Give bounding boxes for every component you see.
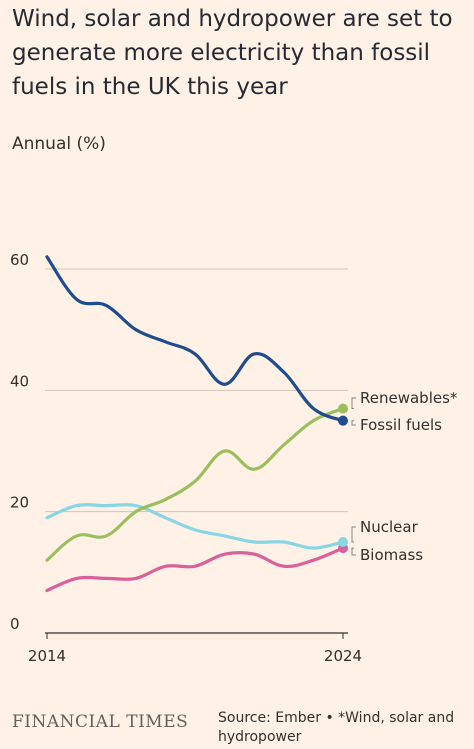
renewables-end-point: [338, 403, 348, 414]
y-tick-label: 20: [10, 494, 29, 512]
ft-logo-text: FINANCIAL TIMES: [12, 712, 189, 732]
source-note: Source: Ember • *Wind, solar and hydropo…: [218, 710, 455, 745]
biomass-series-label: Biomass: [360, 546, 423, 564]
chart-title: Wind, solar and hydropower are set to ge…: [12, 6, 453, 100]
biomass-line: [45, 546, 345, 593]
renewables-label-connector: [351, 397, 356, 409]
nuclear-end-point: [338, 537, 348, 547]
fossil-fuels-series-label: Fossil fuels: [360, 416, 442, 434]
x-tick-label: 2014: [28, 647, 66, 665]
y-axis-unit-label: Annual (%): [12, 134, 106, 154]
nuclear-label-connector: [351, 526, 356, 543]
fossil-fuels-line: [45, 255, 345, 423]
renewables-line: [45, 406, 345, 562]
x-tick-label: 2024: [324, 647, 362, 665]
y-tick-label: 60: [10, 251, 29, 269]
fossil-fuels-label-connector: [351, 420, 356, 426]
nuclear-line: [45, 503, 345, 550]
y-tick-label: 0: [10, 615, 20, 633]
biomass-label-connector: [351, 547, 356, 556]
y-tick-label: 40: [10, 372, 29, 390]
fossil-fuels-end-point: [338, 415, 348, 426]
nuclear-series-label: Nuclear: [360, 518, 419, 536]
renewables-series-label: Renewables*: [360, 389, 458, 407]
